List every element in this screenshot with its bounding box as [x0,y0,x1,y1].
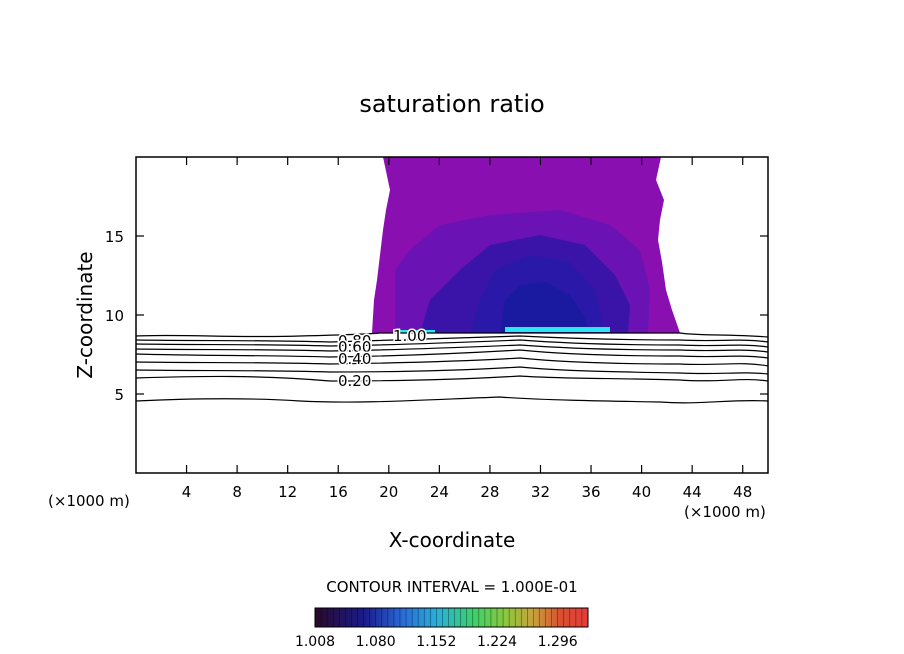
contour-label-1.00: 1.00 [393,327,426,345]
colorbar-tick-label: 1.296 [538,634,578,650]
x-axis-label: X-coordinate [389,528,516,552]
y-tick-label: 10 [105,307,124,325]
contour-line-top [136,332,768,338]
contour-line-0.20 [136,375,768,382]
contour-line-0.30 [136,366,768,375]
chart-title: saturation ratio [359,90,544,118]
region-core [500,282,590,333]
y-axis-label: Z-coordinate [73,251,97,378]
x-unit-right: (×1000 m) [684,503,766,521]
contour-label-0.40: 0.40 [338,350,371,368]
x-unit-left: (×1000 m) [48,492,130,510]
contour-labels: 0.80 0.60 0.40 0.20 1.00 [337,326,428,392]
x-tick-label: 20 [379,483,398,501]
x-tick-label: 24 [430,483,449,501]
contour-line-0.40 [136,357,768,367]
x-axis-ticks: 4 8 12 16 20 24 28 32 36 40 44 48 [182,157,752,501]
x-tick-label: 28 [480,483,499,501]
x-tick-label: 8 [232,483,242,501]
x-tick-label: 32 [531,483,550,501]
saturation-fill [372,157,680,333]
x-tick-label: 40 [632,483,651,501]
colorbar [314,607,589,628]
x-tick-label: 44 [683,483,702,501]
contour-interval-text: CONTOUR INTERVAL = 1.000E-01 [326,578,577,596]
contour-label-0.60: 0.60 [338,338,371,356]
cyan-edge-left [395,330,435,333]
colorbar-tick-label: 1.224 [477,634,517,650]
contour-line-0.10 [136,396,768,404]
colorbar-tick-label: 1.008 [295,634,335,650]
cyan-edge-core [505,327,610,332]
contour-line-0.70 [136,339,768,348]
contour-line-0.50 [136,349,768,359]
x-tick-label: 48 [733,483,752,501]
colorbar-tick-label: 1.152 [416,634,456,650]
colorbar-tick-labels: 1.008 1.080 1.152 1.224 1.296 [295,634,578,650]
colorbar-tick-label: 1.080 [356,634,396,650]
contour-line-0.60 [136,344,768,353]
x-tick-label: 36 [581,483,600,501]
contour-label-0.20: 0.20 [338,372,371,390]
y-axis-ticks: 5 10 15 [105,228,768,404]
x-tick-label: 12 [278,483,297,501]
contour-label-0.80: 0.80 [338,332,371,350]
contour-lines [136,332,768,404]
colorbar-stripes [320,608,583,627]
x-tick-label: 16 [329,483,348,501]
contour-line-0.80 [136,335,768,343]
y-tick-label: 5 [114,386,124,404]
y-tick-label: 15 [105,228,124,246]
x-tick-label: 4 [182,483,192,501]
